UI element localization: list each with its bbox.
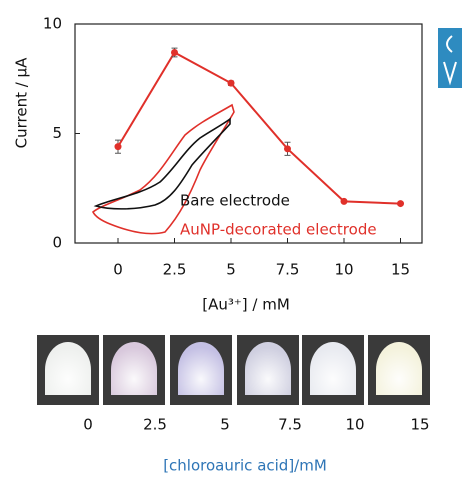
corner-icon <box>438 28 462 88</box>
data-point <box>397 200 404 208</box>
cv-curve-bare <box>93 117 231 210</box>
data-point <box>284 145 291 153</box>
y-tick-label: 10 <box>43 15 62 33</box>
photo-glow <box>111 342 157 395</box>
x-tick-label: 0 <box>113 261 123 279</box>
photo-label: 15 <box>410 416 429 434</box>
data-line <box>117 51 401 205</box>
legend-entry: Bare electrode <box>180 192 290 210</box>
x-tick-label: 7.5 <box>276 261 300 279</box>
x-axis-label: [Au³⁺] / mM <box>202 296 290 314</box>
y-tick-label: 5 <box>52 124 62 142</box>
legend-entry: AuNP-decorated electrode <box>180 221 377 239</box>
y-axis-label: Current / μA <box>13 57 31 148</box>
cv-curve-aunp <box>92 103 235 235</box>
data-point <box>340 197 348 205</box>
photo-glow <box>178 342 224 395</box>
photo-glow <box>310 342 356 395</box>
photo-glow <box>245 342 291 395</box>
photo-label: 2.5 <box>143 416 167 434</box>
corner-icon-glyph <box>443 35 457 86</box>
photo-glow <box>376 342 422 395</box>
photo-label: 0 <box>83 416 93 434</box>
photo-label: 5 <box>220 416 230 434</box>
photo-label: 10 <box>345 416 364 434</box>
photo-glow <box>45 342 91 395</box>
x-tick-label: 10 <box>334 261 353 279</box>
data-point <box>114 143 122 151</box>
data-point <box>171 48 178 56</box>
plot-frame <box>74 23 423 244</box>
y-tick-label: 0 <box>52 234 62 252</box>
x-tick-label: 5 <box>226 261 236 279</box>
photo-caption: [chloroauric acid]/mM <box>163 457 327 475</box>
x-tick-label: 15 <box>391 261 410 279</box>
x-tick-label: 2.5 <box>163 261 187 279</box>
data-point <box>227 79 235 87</box>
photo-label: 7.5 <box>278 416 302 434</box>
